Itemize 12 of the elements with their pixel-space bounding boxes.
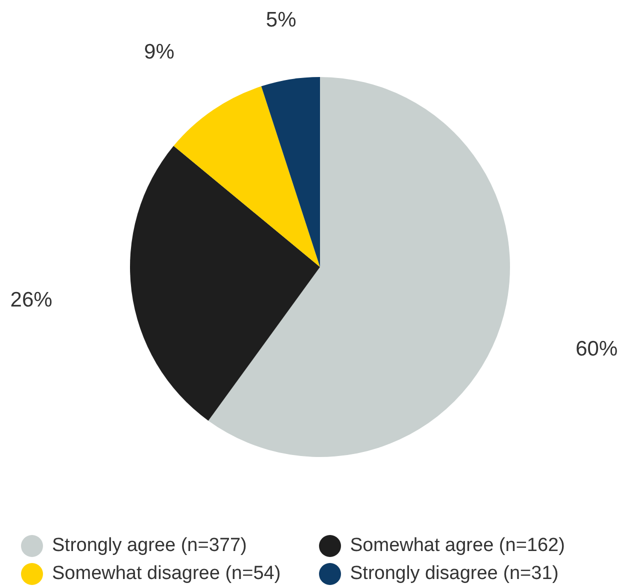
- legend-label: Strongly disagree (n=31): [350, 563, 559, 584]
- legend-label: Somewhat disagree (n=54): [52, 563, 281, 584]
- pie-slice: [208, 77, 510, 457]
- pie-slice: [174, 86, 320, 267]
- pie-slice: [261, 77, 320, 267]
- data-label: 9%: [144, 40, 174, 64]
- legend-label: Strongly agree (n=377): [52, 535, 247, 556]
- data-label: 60%: [576, 338, 618, 361]
- data-label: 5%: [266, 8, 296, 32]
- data-label: 26%: [10, 288, 52, 312]
- pie-slice: [130, 146, 320, 421]
- legend-label: Somewhat agree (n=162): [350, 535, 565, 556]
